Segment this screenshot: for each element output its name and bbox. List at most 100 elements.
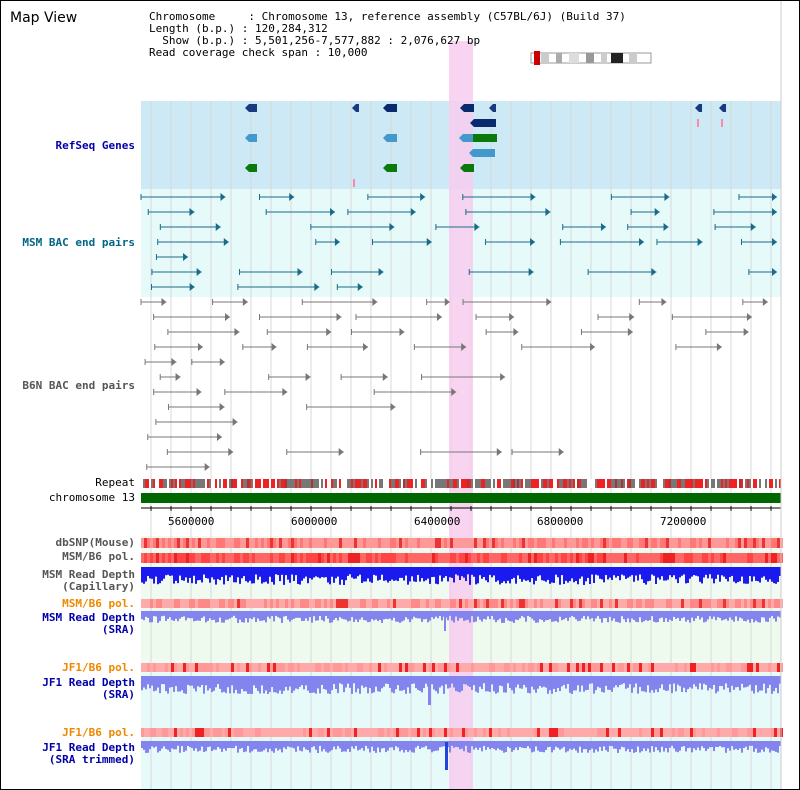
- jf1-b6-pol-2-cell: [600, 728, 603, 737]
- jf1-sra-depth-bar: [411, 676, 413, 684]
- b6n-bac-end: [204, 463, 210, 471]
- msm-sra-depth-bar: [617, 611, 619, 623]
- jf1-b6-pol-cell: [624, 663, 627, 672]
- msm-b6-pol-2-cell: [249, 599, 252, 608]
- jf1-sra-depth-bar: [183, 676, 185, 694]
- msm-sra-depth-bar: [193, 611, 195, 622]
- msm-sra-depth-bar: [763, 611, 765, 618]
- track-label-msm-depth-capillary[interactable]: MSM Read Depth: [42, 568, 135, 581]
- msm-sra-depth-bar: [747, 611, 749, 620]
- track-label-repeat[interactable]: Repeat: [95, 476, 135, 489]
- msm-b6-pol-2-cell: [351, 599, 354, 608]
- jf1-b6-pol-cell: [483, 663, 486, 672]
- msm-b6-pol-cell: [477, 553, 480, 563]
- msm-capillary-depth-bar: [265, 567, 267, 582]
- dbsnp-cell: [471, 538, 474, 548]
- msm-sra-depth-bar: [359, 611, 361, 620]
- jf1-trimmed-depth-bar: [507, 741, 509, 747]
- dbsnp-cell: [183, 538, 186, 548]
- msm-capillary-depth-bar: [663, 567, 665, 581]
- repeat-segment: [385, 479, 387, 488]
- jf1-sra-depth-bar: [363, 676, 365, 688]
- track-label-jf1-depth-trimmed[interactable]: JF1 Read Depth: [42, 741, 135, 754]
- track-label-jf1-b6-pol-2[interactable]: JF1/B6 pol.: [62, 726, 135, 739]
- msm-capillary-depth-bar: [605, 567, 607, 576]
- msm-sra-depth-bar: [427, 611, 429, 623]
- jf1-trimmed-depth-bar: [409, 741, 411, 751]
- jf1-b6-pol-cell: [189, 663, 192, 672]
- track-label-b6n-bac[interactable]: B6N BAC end pairs: [22, 379, 135, 392]
- jf1-b6-pol-cell: [561, 663, 564, 672]
- jf1-trimmed-depth-bar: [527, 741, 529, 747]
- msm-capillary-depth-bar: [339, 567, 341, 585]
- track-label-msm-b6-pol[interactable]: MSM/B6 pol.: [62, 550, 135, 563]
- msm-sra-depth-bar: [727, 611, 729, 621]
- repeat-segment: [271, 479, 273, 488]
- repeat-segment: [649, 479, 651, 488]
- msm-sra-depth-bar: [389, 611, 391, 619]
- jf1-sra-depth-bar: [491, 676, 493, 685]
- track-label-chromosome[interactable]: chromosome 13: [48, 491, 135, 504]
- msm-b6-pol-2-cell: [513, 599, 516, 608]
- msm-sra-depth-bar: [519, 611, 521, 619]
- jf1-trimmed-depth-bar: [647, 741, 649, 749]
- repeat-segment: [161, 479, 163, 488]
- msm-b6-pol-cell: [474, 553, 477, 563]
- jf1-sra-depth-bar: [397, 676, 399, 686]
- dbsnp-cell: [606, 538, 609, 548]
- repeat-segment: [653, 479, 655, 488]
- jf1-sra-depth-bar: [389, 676, 391, 688]
- track-label-msm-b6-pol-2[interactable]: MSM/B6 pol.: [62, 597, 135, 610]
- jf1-b6-pol-2-cell: [624, 728, 627, 737]
- repeat-segment: [563, 479, 565, 488]
- msm-sra-depth-bar: [203, 611, 205, 617]
- msm-bac-end: [314, 283, 320, 291]
- track-label-dbsnp[interactable]: dbSNP(Mouse): [55, 536, 135, 549]
- repeat-segment: [515, 479, 517, 488]
- jf1-sra-depth-bar: [281, 676, 283, 694]
- track-label-refseq[interactable]: RefSeq Genes: [55, 139, 135, 152]
- msm-capillary-depth-bar: [701, 567, 703, 584]
- track-label-msm-depth-sra[interactable]: MSM Read Depth: [42, 611, 135, 624]
- jf1-trimmed-depth-bar: [505, 741, 507, 753]
- msm-b6-pol-cell: [387, 553, 390, 563]
- jf1-b6-pol-2-cell: [660, 728, 663, 737]
- track-label-jf1-b6-pol[interactable]: JF1/B6 pol.: [62, 661, 135, 674]
- jf1-sra-depth-bar: [485, 676, 487, 692]
- dbsnp-cell: [510, 538, 513, 548]
- jf1-b6-pol-2-cell: [714, 728, 717, 737]
- msm-capillary-depth-bar: [347, 567, 349, 576]
- dbsnp-cell: [636, 538, 639, 548]
- msm-sra-depth-bar: [463, 611, 465, 621]
- jf1-b6-pol-cell: [228, 663, 231, 672]
- track-label-jf1-depth-sra[interactable]: JF1 Read Depth: [42, 676, 135, 689]
- repeat-segment: [757, 479, 759, 488]
- msm-b6-pol-2-cell: [420, 599, 423, 608]
- msm-sra-depth-bar: [629, 611, 631, 623]
- msm-b6-pol-cell: [378, 553, 381, 563]
- jf1-trimmed-depth-bar: [387, 741, 389, 751]
- dbsnp-cell: [642, 538, 645, 548]
- track-label-msm-bac[interactable]: MSM BAC end pairs: [22, 236, 135, 249]
- dbsnp-cell: [297, 538, 300, 548]
- msm-sra-depth-bar: [775, 611, 777, 622]
- msm-sra-depth-bar: [283, 611, 285, 617]
- msm-capillary-depth-bar: [767, 567, 769, 582]
- jf1-trimmed-depth-bar: [707, 741, 709, 749]
- repeat-segment: [253, 479, 255, 488]
- refseq-gene: [356, 104, 359, 112]
- msm-sra-depth-bar: [649, 611, 651, 621]
- msm-b6-pol-cell: [225, 553, 228, 563]
- axis-tick-label: 6800000: [537, 515, 583, 528]
- msm-b6-pol-2-cell: [387, 599, 390, 608]
- msm-b6-pol-cell: [765, 553, 768, 563]
- jf1-sra-depth-bar: [175, 676, 177, 687]
- repeat-segment: [217, 479, 219, 488]
- msm-b6-pol-cell: [360, 553, 363, 563]
- jf1-sra-depth-bar: [385, 676, 387, 684]
- msm-b6-pol-cell: [492, 553, 495, 563]
- jf1-b6-pol-2-cell: [726, 728, 729, 737]
- msm-b6-pol-cell: [150, 553, 153, 563]
- jf1-sra-depth-bar: [601, 676, 603, 692]
